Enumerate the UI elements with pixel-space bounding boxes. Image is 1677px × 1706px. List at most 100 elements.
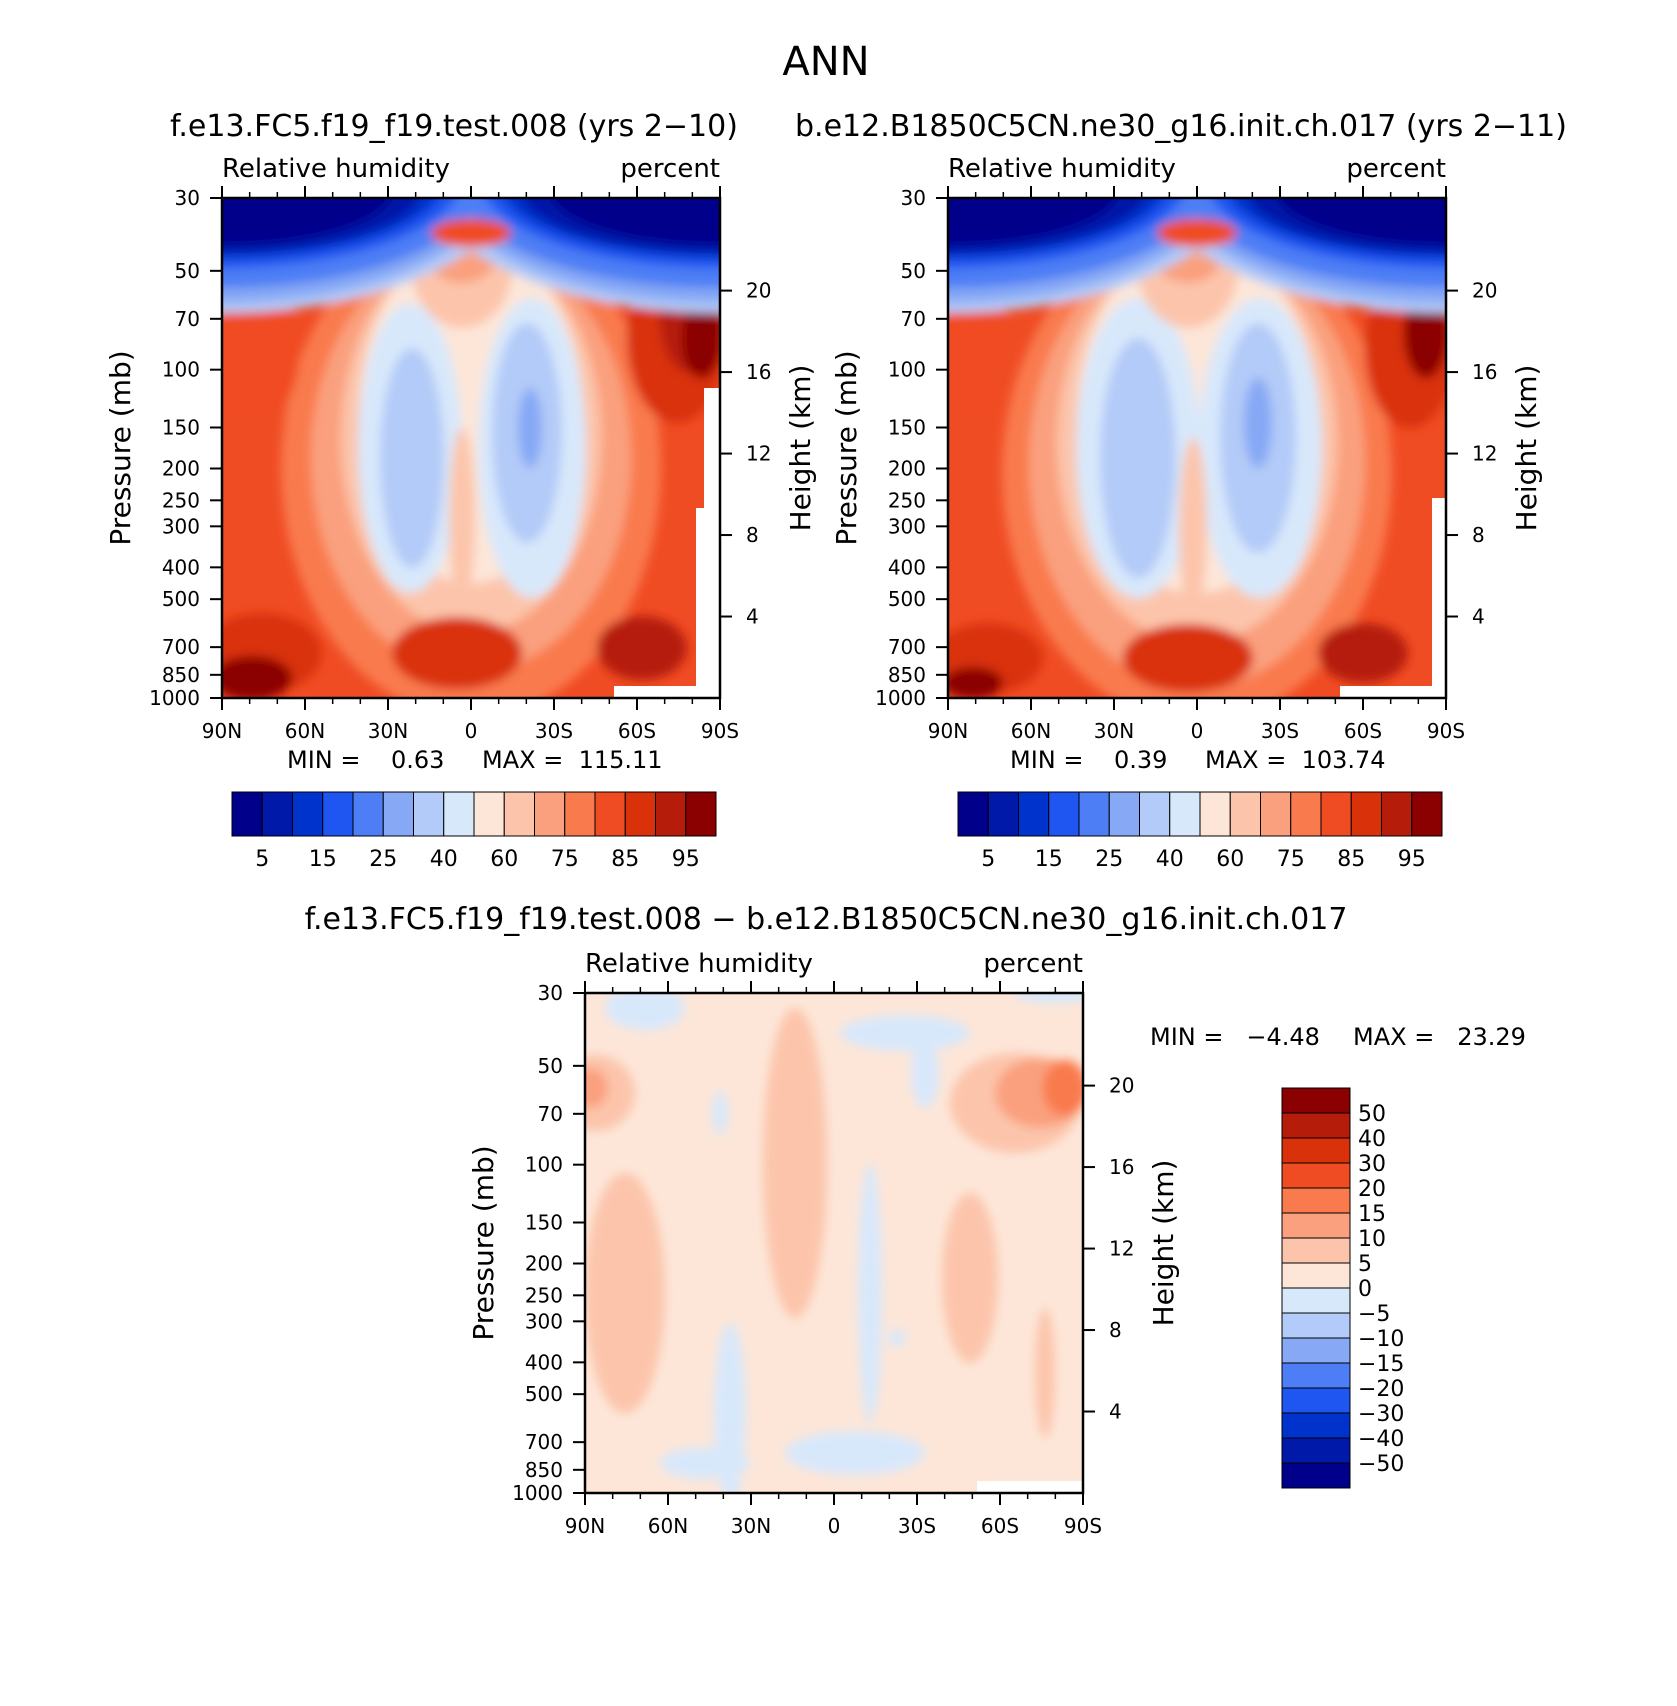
x-tick-label: 0	[828, 1514, 841, 1538]
y-tick-label: 100	[888, 358, 926, 382]
colorbar-label: −10	[1358, 1327, 1404, 1352]
y-tick-label: 250	[525, 1283, 563, 1307]
y-tick-label: 850	[525, 1458, 563, 1482]
colorbar-swatch	[1281, 1437, 1351, 1464]
difference-case-label: f.e13.FC5.f19_f19.test.008 − b.e12.B1850…	[305, 902, 1348, 937]
colorbar-swatch	[1108, 791, 1140, 837]
left-colorbar: 5 15 25 40 60 75 85 95	[231, 791, 717, 872]
colorbar-label: 25	[1095, 847, 1123, 872]
colorbar-label: 5	[1358, 1252, 1372, 1277]
difference-variable-label: Relative humidity	[585, 949, 813, 979]
difference-max-readout: MAX = 23.29	[1353, 1023, 1526, 1051]
colorbar-label: 60	[1216, 847, 1244, 872]
x-tick-label: 30S	[898, 1514, 936, 1538]
colorbar-swatch	[1078, 791, 1110, 837]
y-tick-label: 850	[888, 663, 926, 687]
left-min-readout: MIN = 0.63	[287, 746, 444, 774]
colorbar-label: 30	[1358, 1152, 1386, 1177]
height-tick-label: 20	[1472, 279, 1497, 303]
y-tick-label: 70	[175, 307, 200, 331]
colorbar-swatch	[382, 791, 414, 837]
y-tick-label: 70	[538, 1102, 563, 1126]
y-tick-label: 700	[162, 635, 200, 659]
colorbar-swatch	[503, 791, 535, 837]
difference-panel: Relative humidity percent Pressure (mb) …	[467, 949, 1526, 1538]
left-units-label: percent	[620, 154, 720, 184]
colorbar-swatch	[1281, 1462, 1351, 1489]
colorbar-label: −15	[1358, 1352, 1404, 1377]
height-tick-label: 16	[1472, 360, 1497, 384]
y-tick-label: 1000	[149, 686, 200, 710]
x-tick-label: 60N	[1011, 719, 1051, 743]
left-panel: Relative humidity percent Pressure (mb) …	[104, 154, 817, 872]
y-tick-label: 100	[162, 358, 200, 382]
left-axes: 90N 60N 30N 0 30S 60S 90S 30 50 70 100 150 200 250300…	[149, 186, 771, 743]
y-tick-label: 500	[162, 587, 200, 611]
colorbar-label: −20	[1358, 1377, 1404, 1402]
y-tick-label: 30	[538, 981, 563, 1005]
y-tick-label: 150	[162, 415, 200, 439]
colorbar-swatch	[1281, 1237, 1351, 1264]
colorbar-swatch	[1281, 1187, 1351, 1214]
colorbar-label: 75	[551, 847, 579, 872]
difference-y2-axis-label: Height (km)	[1147, 1160, 1180, 1327]
x-tick-label: 60N	[648, 1514, 688, 1538]
colorbar-swatch	[655, 791, 687, 837]
x-tick-label: 90S	[701, 719, 739, 743]
height-tick-label: 8	[1472, 523, 1485, 547]
left-variable-label: Relative humidity	[222, 154, 450, 184]
difference-contour-field	[585, 993, 1083, 1493]
y-tick-label: 400	[525, 1350, 563, 1374]
colorbar-swatch	[1281, 1337, 1351, 1364]
height-tick-label: 12	[1472, 442, 1497, 466]
height-tick-label: 8	[746, 523, 759, 547]
colorbar-swatch	[231, 791, 263, 837]
colorbar-label: 15	[1035, 847, 1063, 872]
colorbar-swatch	[443, 791, 475, 837]
right-panel: Relative humidity percent Pressure (mb) …	[830, 154, 1543, 872]
colorbar-label: 40	[430, 847, 458, 872]
right-contour-field	[948, 198, 1446, 698]
x-tick-label: 30N	[368, 719, 408, 743]
y-tick-label: 150	[525, 1210, 563, 1234]
colorbar-swatch	[1320, 791, 1352, 837]
x-tick-label: 90S	[1064, 1514, 1102, 1538]
x-tick-label: 90S	[1427, 719, 1465, 743]
colorbar-label: −40	[1358, 1427, 1404, 1452]
y-tick-label: 50	[175, 259, 200, 283]
colorbar-swatch	[352, 791, 384, 837]
x-tick-label: 0	[1191, 719, 1204, 743]
colorbar-swatch	[1260, 791, 1292, 837]
figure-title: ANN	[782, 39, 869, 85]
y-tick-label: 30	[175, 186, 200, 210]
y-tick-label: 500	[888, 587, 926, 611]
x-tick-label: 0	[465, 719, 478, 743]
colorbar-label: 85	[1337, 847, 1365, 872]
y-tick-label: 150	[888, 415, 926, 439]
colorbar-label: 95	[1398, 847, 1426, 872]
colorbar-label: 5	[255, 847, 269, 872]
left-y2-axis-label: Height (km)	[784, 365, 817, 532]
colorbar-swatch	[292, 791, 324, 837]
y-tick-label: 500	[525, 1382, 563, 1406]
colorbar-swatch	[1169, 791, 1201, 837]
y-tick-label: 400	[162, 555, 200, 579]
left-contour-field	[222, 198, 720, 698]
colorbar-swatch	[685, 791, 717, 837]
colorbar-swatch	[594, 791, 626, 837]
y-tick-label: 850	[162, 663, 200, 687]
difference-axes: 90N 60N 30N 0 30S 60S 90S 30 50 70 100 150 200 250300…	[512, 981, 1134, 1538]
colorbar-label: 10	[1358, 1227, 1386, 1252]
y-tick-label: 200	[162, 457, 200, 481]
colorbar-label: −5	[1358, 1302, 1390, 1327]
height-tick-label: 16	[1109, 1155, 1134, 1179]
top-left-case-label: f.e13.FC5.f19_f19.test.008 (yrs 2−10)	[170, 109, 738, 144]
height-tick-label: 16	[746, 360, 771, 384]
y-tick-label: 50	[538, 1054, 563, 1078]
y-tick-label: 50	[901, 259, 926, 283]
colorbar-label: 75	[1277, 847, 1305, 872]
colorbar-swatch	[1411, 791, 1443, 837]
colorbar-swatch	[624, 791, 656, 837]
colorbar-swatch	[1381, 791, 1413, 837]
